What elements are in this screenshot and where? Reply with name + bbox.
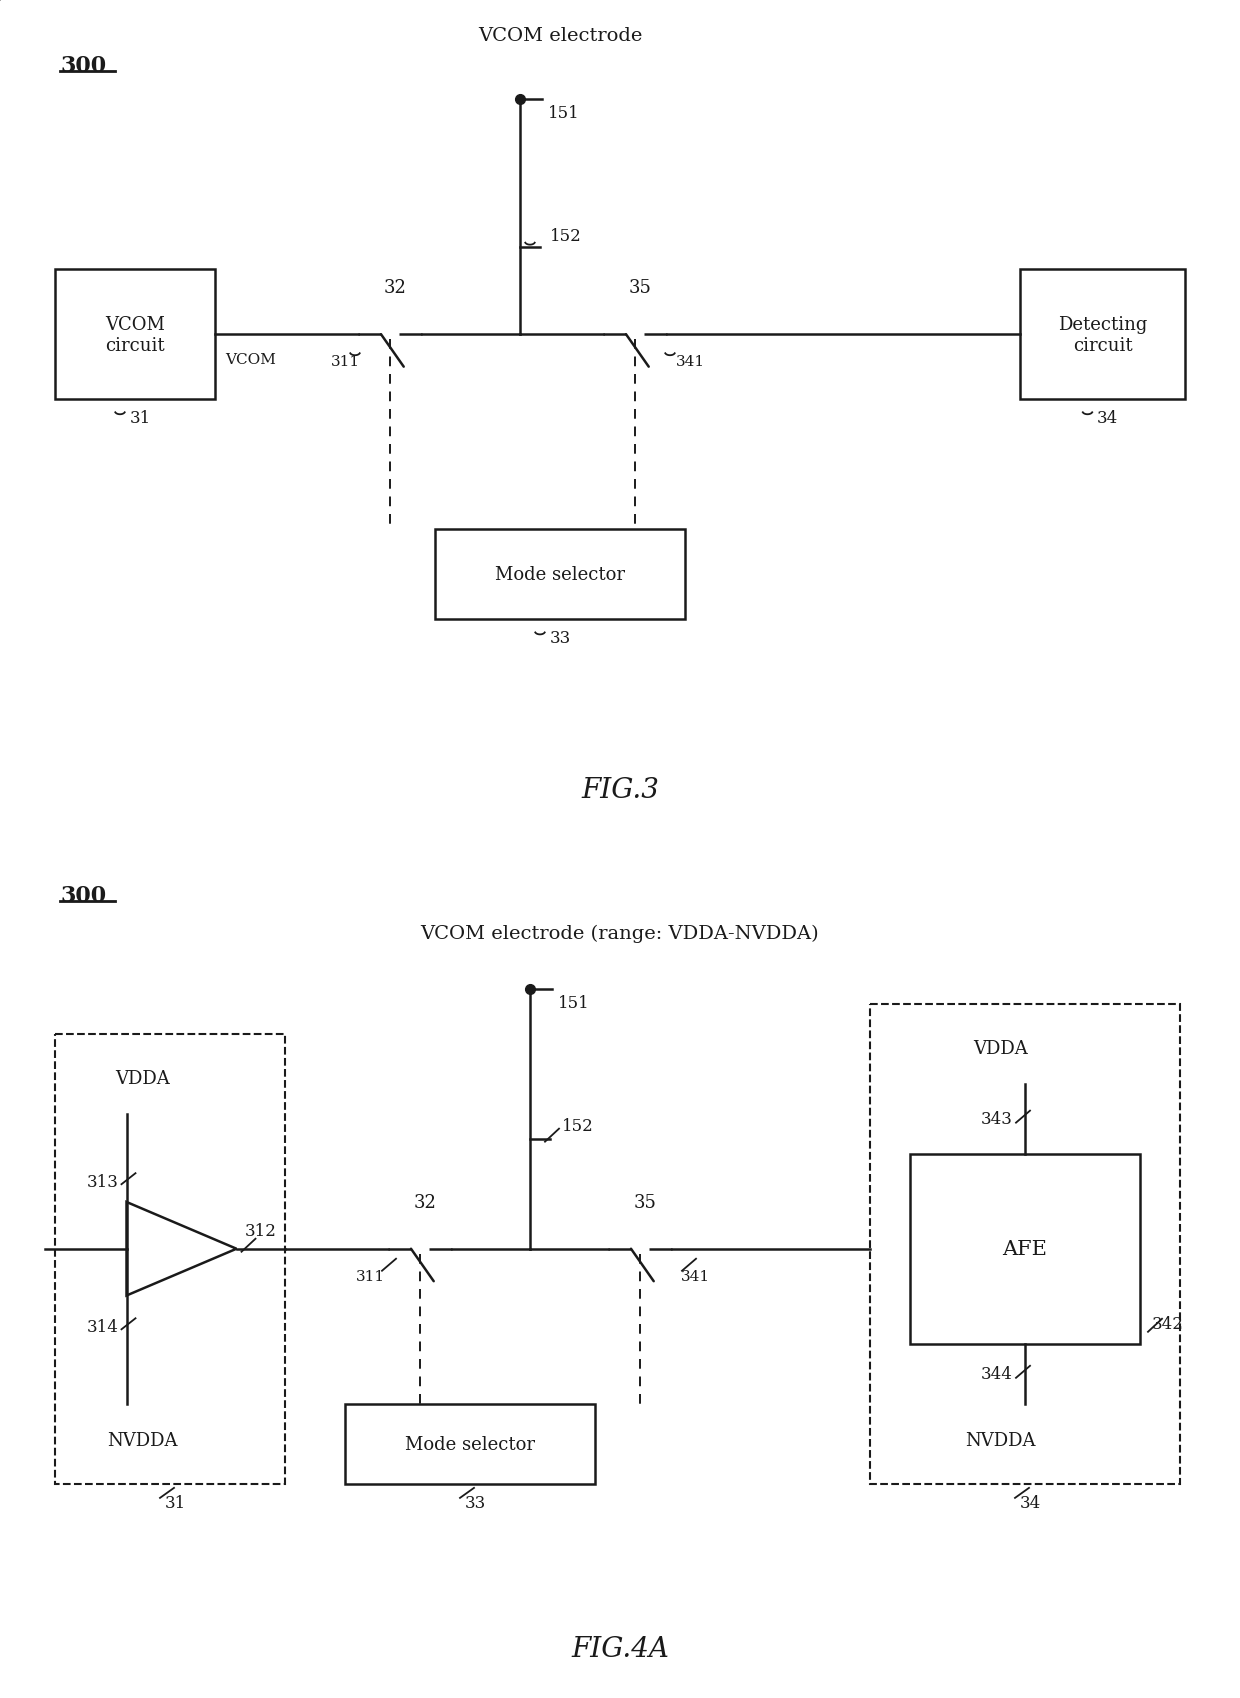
Text: 313: 313 [87,1173,119,1190]
Text: 344: 344 [981,1365,1013,1382]
Text: 35: 35 [629,278,651,297]
Text: Mode selector: Mode selector [495,565,625,584]
Text: 31: 31 [129,409,150,426]
Text: VDDA: VDDA [115,1070,170,1087]
Text: 33: 33 [464,1494,486,1511]
Text: FIG.3: FIG.3 [582,776,658,803]
Text: VCOM electrode (range: VDDA-NVDDA): VCOM electrode (range: VDDA-NVDDA) [420,924,820,942]
Bar [870,1004,1180,1484]
Text: 342: 342 [1152,1316,1184,1333]
Text: 31: 31 [165,1494,186,1511]
Bar [55,270,215,401]
Text: 312: 312 [244,1223,277,1240]
Text: 151: 151 [558,993,590,1010]
Text: 33: 33 [549,630,570,647]
Text: 35: 35 [634,1194,656,1211]
Text: AFE: AFE [1003,1240,1048,1258]
Text: 152: 152 [562,1117,594,1134]
Text: 34: 34 [1097,409,1118,426]
Text: VCOM
circuit: VCOM circuit [105,316,165,355]
Text: 151: 151 [548,105,580,122]
Text: Mode selector: Mode selector [405,1435,534,1453]
Bar [910,1155,1140,1345]
Bar [1021,270,1185,401]
Text: VCOM electrode: VCOM electrode [477,27,642,46]
Text: 34: 34 [1019,1494,1040,1511]
Text: NVDDA: NVDDA [107,1431,177,1448]
Text: 152: 152 [551,228,582,245]
Text: 300: 300 [60,54,107,76]
Text: 341: 341 [676,355,704,368]
Text: NVDDA: NVDDA [965,1431,1035,1448]
Text: 32: 32 [414,1194,436,1211]
Text: 343: 343 [981,1110,1013,1127]
Text: 311: 311 [356,1268,384,1284]
Text: Detecting
circuit: Detecting circuit [1058,316,1147,355]
Text: 341: 341 [681,1268,709,1284]
Text: VCOM: VCOM [224,353,275,367]
Bar [55,1034,285,1484]
Text: FIG.4A: FIG.4A [572,1635,668,1662]
Text: 314: 314 [87,1318,119,1335]
Text: VDDA: VDDA [973,1039,1028,1056]
Bar [435,530,684,620]
Text: 311: 311 [330,355,360,368]
Bar [345,1404,595,1484]
Text: 300: 300 [60,885,107,907]
Text: 32: 32 [383,278,407,297]
